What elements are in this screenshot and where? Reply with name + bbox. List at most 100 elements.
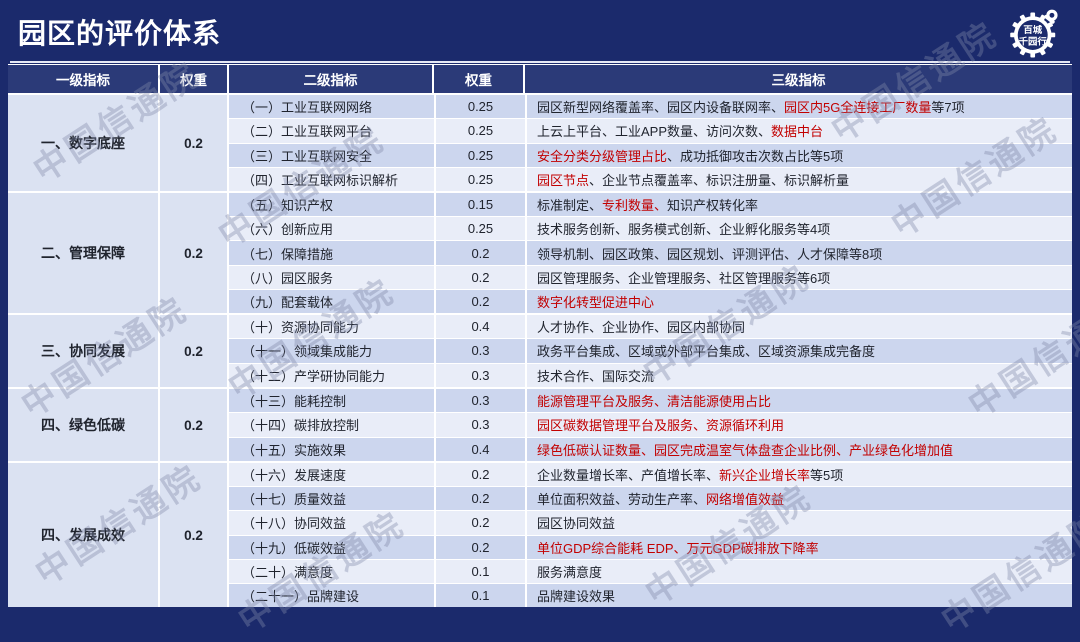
table-section: 三、协同发展 0.2 （十）资源协同能力 0.4 人才协作、企业协作、园区内部协同 （十一… [8, 313, 1072, 387]
level2-weight-cell: 0.25 [434, 143, 525, 167]
level2-cell: （七）保障措施 [242, 246, 334, 262]
level1-weight-cell: 0.2 [158, 315, 227, 387]
level3-segment: 领导机制、园区政策、园区规划、评测评估、人才保障等8项 [537, 246, 883, 262]
table-section: 一、数字底座 0.2 （一）工业互联网网络 0.25 园区新型网络覆盖率、园区内设备联网… [8, 95, 1072, 191]
level2-cell: （十六）发展速度 [242, 468, 347, 484]
level2-weight-cell: 0.4 [434, 315, 525, 339]
level1-weight-cell: 0.2 [158, 193, 227, 313]
page-title: 园区的评价体系 [18, 18, 222, 49]
table-row: （一）工业互联网网络 0.25 园区新型网络覆盖率、园区内设备联网率、 园区内5G全连… [229, 95, 1072, 119]
level3-segment: 品牌建设效果 [537, 588, 616, 604]
table-row: （十七）质量效益 0.2 单位面积效益、劳动生产率、 网络增值效益 [229, 486, 1072, 511]
level2-cell: （十）资源协同能力 [242, 320, 360, 336]
header-cell-4: 权重 [432, 65, 523, 93]
level3-cell: 单位面积效益、劳动生产率、 网络增值效益 [525, 487, 1072, 511]
level3-segment: 绿色低碳认证数量、园区完成温室气体盘查企业比例、产业绿色化增加值 [537, 442, 954, 458]
level1-cell: 一、数字底座 [8, 95, 158, 191]
level3-segment: 知识产权转化率 [667, 198, 759, 214]
level3-segment: 上云上平台、工业APP数量、访问次数、 [537, 124, 772, 140]
title-divider [10, 61, 1070, 63]
table-row: （二）工业互联网平台 0.25 上云上平台、工业APP数量、访问次数、 数据中台 [229, 118, 1072, 143]
level2-cell: （八）园区服务 [242, 270, 334, 286]
table-row: （七）保障措施 0.2 领导机制、园区政策、园区规划、评测评估、人才保障等8项 [229, 240, 1072, 265]
level2-cell: （十五）实施效果 [242, 442, 347, 458]
level2-cell: （十二）产学研协同能力 [242, 368, 386, 384]
level1-cell: 二、管理保障 [8, 193, 158, 313]
level3-cell: 企业数量增长率、产值增长率、 新兴企业增长率 等5项 [525, 463, 1072, 487]
level1-weight-cell: 0.2 [158, 463, 227, 607]
level3-cell: 上云上平台、工业APP数量、访问次数、 数据中台 [525, 119, 1072, 143]
table-section: 四、绿色低碳 0.2 （十三）能耗控制 0.3 能源管理平台及服务、清洁能源使用占比 （十… [8, 387, 1072, 461]
table-row: （三）工业互联网安全 0.25 安全分类分级管理占比 、成功抵御攻击次数占比等5项 [229, 142, 1072, 167]
level2-weight-cell: 0.1 [434, 559, 525, 583]
level3-segment: 企业数量增长率、产值增长率、 [537, 468, 720, 484]
table-row: （二十一）品牌建设 0.1 品牌建设效果 [229, 582, 1072, 608]
level2-weight-cell: 0.2 [434, 463, 525, 487]
level3-segment: 专利数量、 [602, 198, 668, 214]
table-row: （二十）满意度 0.1 服务满意度 [229, 558, 1072, 583]
level3-segment: 等7项 [931, 100, 965, 116]
header-cell-5: 三级指标 [523, 65, 1072, 93]
level3-segment: 等5项 [810, 468, 844, 484]
section-rows: （一）工业互联网网络 0.25 园区新型网络覆盖率、园区内设备联网率、 园区内5G全连… [227, 95, 1072, 191]
table-row: （六）创新应用 0.25 技术服务创新、服务模式创新、企业孵化服务等4项 [229, 216, 1072, 241]
level2-cell: （十四）碳排放控制 [242, 418, 360, 434]
level2-weight-cell: 0.2 [434, 265, 525, 289]
slide: { "title": "园区的评价体系", "watermark": { "te… [8, 4, 1080, 641]
level2-cell: （十九）低碳效益 [242, 540, 347, 556]
level2-weight-cell: 0.2 [434, 511, 525, 535]
level3-cell: 单位GDP综合能耗 EDP、万元GDP碳排放下降率 [525, 535, 1072, 559]
level2-cell: （二十一）品牌建设 [242, 588, 360, 604]
level2-cell: （五）知识产权 [242, 198, 334, 214]
level3-segment: 、企业节点覆盖率、标识注册量、标识解析量 [589, 172, 850, 188]
level3-segment: 人才协作、企业协作、园区内部协同 [537, 320, 746, 336]
table-section: 二、管理保障 0.2 （五）知识产权 0.15 标准制定、 专利数量、 知识产权转化率 （六）… [8, 191, 1072, 314]
level3-segment: 园区碳数据管理平台及服务、资源循环利用 [537, 418, 785, 434]
level1-weight-cell: 0.2 [158, 95, 227, 191]
level3-cell: 服务满意度 [525, 559, 1072, 583]
table-row: （十三）能耗控制 0.3 能源管理平台及服务、清洁能源使用占比 [229, 389, 1072, 413]
level3-cell: 标准制定、 专利数量、 知识产权转化率 [525, 193, 1072, 217]
level2-weight-cell: 0.2 [434, 241, 525, 265]
level3-cell: 能源管理平台及服务、清洁能源使用占比 [525, 389, 1072, 413]
level3-cell: 领导机制、园区政策、园区规划、评测评估、人才保障等8项 [525, 241, 1072, 265]
level3-segment: 服务满意度 [537, 564, 603, 580]
level3-segment: 单位GDP综合能耗 EDP、万元GDP碳排放下降率 [537, 540, 819, 556]
level3-segment: 数据中台 [771, 124, 824, 140]
level3-segment: 园区协同效益 [537, 516, 616, 532]
section-rows: （十三）能耗控制 0.3 能源管理平台及服务、清洁能源使用占比 （十四）碳排放控制 0.… [227, 389, 1072, 461]
table-row: （十五）实施效果 0.4 绿色低碳认证数量、园区完成温室气体盘查企业比例、产业绿色化… [229, 436, 1072, 461]
level3-cell: 园区碳数据管理平台及服务、资源循环利用 [525, 413, 1072, 437]
table-row: （十八）协同效益 0.2 园区协同效益 [229, 510, 1072, 535]
level3-segment: 标准制定、 [537, 198, 603, 214]
level3-cell: 技术服务创新、服务模式创新、企业孵化服务等4项 [525, 217, 1072, 241]
level2-cell: （九）配套载体 [242, 294, 334, 310]
level2-cell: （一）工业互联网网络 [242, 100, 373, 116]
table-section: 四、发展成效 0.2 （十六）发展速度 0.2 企业数量增长率、产值增长率、 新兴企业增长… [8, 461, 1072, 608]
level3-cell: 数字化转型促进中心 [525, 289, 1072, 314]
section-rows: （十）资源协同能力 0.4 人才协作、企业协作、园区内部协同 （十一）领域集成能力 0.… [227, 315, 1072, 387]
level2-cell: （十三）能耗控制 [242, 394, 347, 410]
level2-weight-cell: 0.25 [434, 95, 525, 119]
level3-segment: 网络增值效益 [706, 492, 785, 508]
table-row: （十一）领域集成能力 0.3 政务平台集成、区域或外部平台集成、区域资源集成完备度 [229, 338, 1072, 363]
level3-cell: 园区管理服务、企业管理服务、社区管理服务等6项 [525, 265, 1072, 289]
logo-badge: 百城 千园行 [1006, 4, 1066, 64]
level3-segment: 能源管理平台及服务、清洁能源使用占比 [537, 394, 772, 410]
table-body: 一、数字底座 0.2 （一）工业互联网网络 0.25 园区新型网络覆盖率、园区内设备联网… [8, 93, 1072, 608]
level2-weight-cell: 0.25 [434, 167, 525, 191]
level2-weight-cell: 0.25 [434, 119, 525, 143]
level3-cell: 安全分类分级管理占比 、成功抵御攻击次数占比等5项 [525, 143, 1072, 167]
table-row: （五）知识产权 0.15 标准制定、 专利数量、 知识产权转化率 [229, 193, 1072, 217]
svg-text:百城: 百城 [1023, 24, 1042, 35]
table-row: （十六）发展速度 0.2 企业数量增长率、产值增长率、 新兴企业增长率 等5项 [229, 463, 1072, 487]
header-cell-1: 一级指标 [56, 73, 110, 88]
level3-segment: 数字化转型促进中心 [537, 294, 655, 310]
table-row: （十二）产学研协同能力 0.3 技术合作、国际交流 [229, 362, 1072, 387]
level2-weight-cell: 0.1 [434, 583, 525, 608]
level3-segment: 园区新型网络覆盖率、园区内设备联网率、 [537, 100, 785, 116]
level3-cell: 品牌建设效果 [525, 583, 1072, 608]
level2-weight-cell: 0.25 [434, 217, 525, 241]
section-rows: （五）知识产权 0.15 标准制定、 专利数量、 知识产权转化率 （六）创新应用 0.25 技… [227, 193, 1072, 314]
level2-weight-cell: 0.15 [434, 193, 525, 217]
